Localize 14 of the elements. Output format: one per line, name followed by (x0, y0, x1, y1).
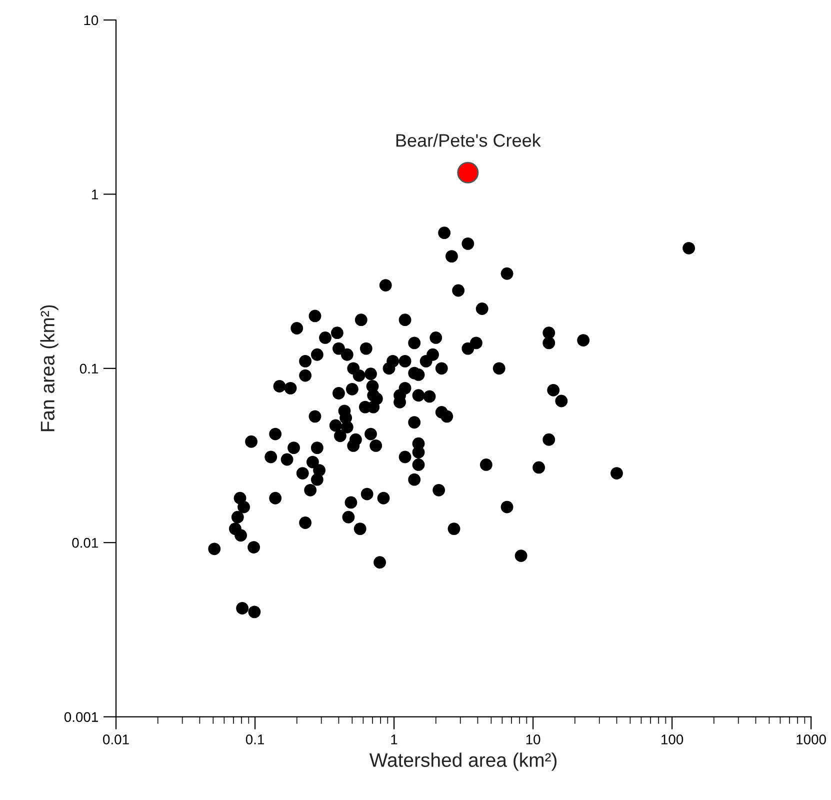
x-axis-title: Watershed area (km²) (369, 752, 557, 771)
y-tick-label: 0.01 (72, 538, 98, 548)
x-tick-label: 0.1 (246, 734, 264, 744)
y-tick-label: 10 (84, 15, 98, 26)
y-tick-label: 0.1 (80, 364, 98, 374)
x-tick-label: 10 (526, 734, 540, 744)
x-tick-label: 1000 (796, 734, 826, 744)
y-tick-label: 0.001 (64, 712, 98, 722)
y-axis-title: Fan area (km²) (40, 305, 58, 432)
y-tick-label: 1 (92, 190, 98, 200)
x-tick-label: 0.01 (103, 734, 129, 744)
x-tick-label: 100 (662, 734, 684, 744)
x-tick-label: 1 (391, 734, 398, 744)
annotation: Bear/Pete's Creek (396, 134, 541, 147)
